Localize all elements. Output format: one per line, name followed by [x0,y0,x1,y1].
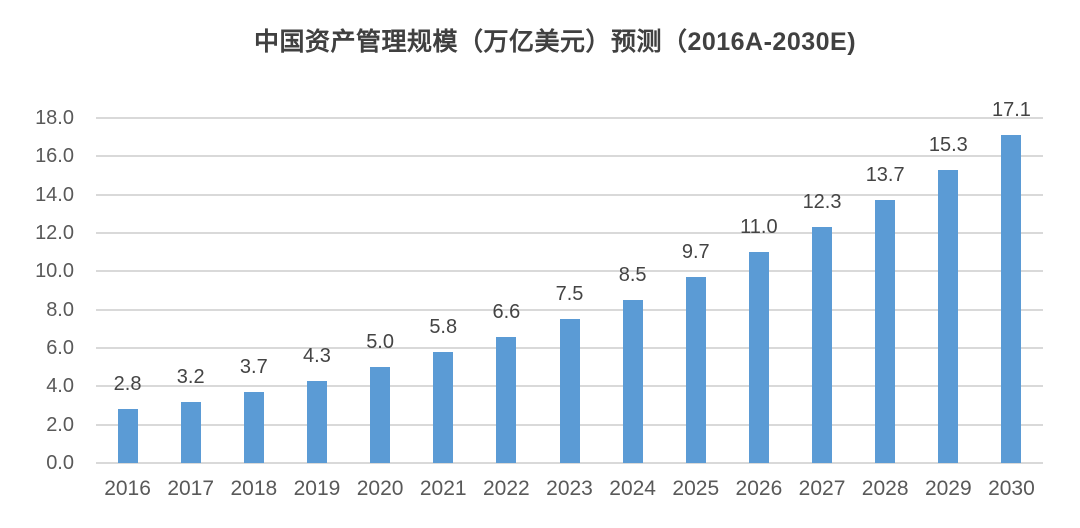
x-tick-label: 2022 [483,477,530,500]
bar-2023 [559,319,580,463]
y-tick-label: 0.0 [46,452,74,474]
y-tick-label: 10.0 [35,260,74,283]
bar-value-label: 5.0 [366,331,394,354]
x-tick-label: 2023 [546,477,593,500]
y-tick-label: 6.0 [46,337,74,359]
gridline [96,117,1043,119]
gridline [96,308,1043,311]
x-tick-label: 2019 [293,477,341,500]
bar-value-label: 2.8 [113,373,142,396]
x-tick-label: 2016 [104,477,151,500]
y-tick-label: 12.0 [35,222,74,244]
x-tick-label: 2026 [735,477,783,500]
bar-2027 [812,227,833,463]
bar-value-label: 3.7 [239,356,268,379]
bar-value-label: 4.3 [303,344,331,367]
bar-value-label: 5.8 [429,315,458,338]
bar-2028 [875,200,896,463]
x-tick-label: 2024 [609,477,656,500]
y-tick-label: 16.0 [35,145,74,168]
bar-2024 [622,300,643,463]
bar-2026 [748,252,769,463]
bar-2017 [180,401,201,463]
x-tick-label: 2027 [798,477,846,500]
bar-2029 [938,169,959,463]
bar-value-label: 11.0 [740,216,778,239]
x-tick-label: 2018 [230,477,278,500]
bar-2019 [306,380,327,463]
bar-value-label: 6.6 [492,300,521,323]
bar-value-label: 12.3 [802,191,842,214]
bar-2030 [1001,135,1022,463]
gridline [96,270,1043,273]
x-tick-label: 2029 [924,477,972,500]
bar-value-label: 13.7 [865,164,905,187]
bar-2022 [496,336,517,463]
y-tick-label: 8.0 [46,298,74,321]
bar-2018 [243,392,264,463]
x-tick-label: 2025 [672,477,720,500]
y-tick-label: 2.0 [46,413,74,436]
bar-2016 [117,409,138,463]
bar-value-label: 15.3 [928,133,968,156]
y-tick-label: 4.0 [46,375,74,398]
y-tick-label: 14.0 [35,183,74,206]
x-tick-label: 2030 [988,477,1035,500]
x-tick-label: 2020 [356,477,404,500]
chart-title: 中国资产管理规模（万亿美元）预测（2016A-2030E) [253,28,857,56]
x-tick-label: 2021 [419,477,467,500]
gridline [96,232,1043,234]
bar-2020 [370,367,391,463]
bar-value-label: 9.7 [681,241,710,264]
bar-value-label: 3.2 [176,365,205,388]
x-tick-label: 2028 [861,477,909,500]
bar-value-label: 8.5 [618,264,647,287]
gridline [96,155,1043,158]
gridline [96,193,1043,196]
y-tick-label: 18.0 [35,107,74,129]
bar-value-label: 17.1 [991,99,1031,122]
bar-value-label: 7.5 [555,283,584,306]
bar-2021 [433,351,454,463]
x-axis-line [96,462,1043,464]
bar-2025 [685,277,706,463]
x-tick-label: 2017 [167,477,215,500]
